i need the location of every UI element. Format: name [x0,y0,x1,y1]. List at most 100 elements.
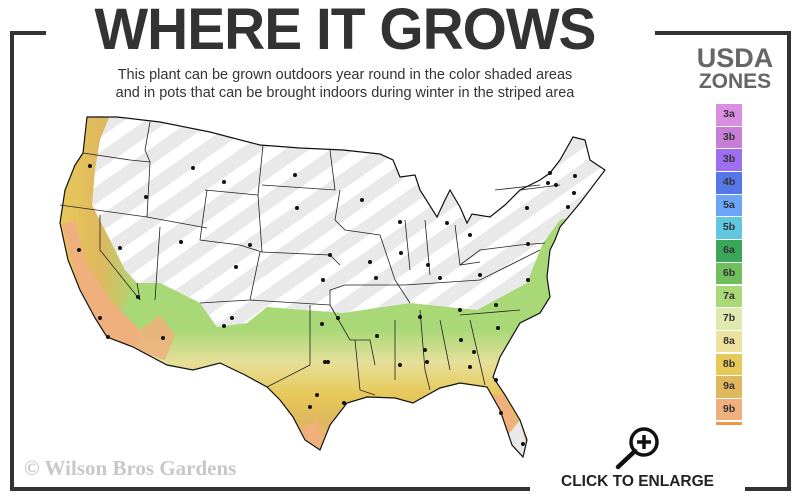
frame-right [787,31,791,491]
city-marker [222,180,226,184]
state-border [419,309,431,391]
frame-bottom [10,487,791,491]
florida-warm-zone [493,395,518,435]
city-marker [526,242,530,246]
city-marker [144,195,148,199]
city-marker [98,316,102,320]
map-fill [60,117,605,457]
city-marker [118,246,122,250]
state-border [459,309,521,316]
city-marker [426,263,430,267]
legend-title-line-2: ZONES [698,70,772,93]
city-marker [554,183,558,187]
city-marker [295,206,299,210]
city-marker [458,308,462,312]
enlarge-label: CLICK TO ENLARGE [561,473,714,490]
click-to-enlarge-button[interactable]: CLICK TO ENLARGE [530,425,745,495]
city-marker [308,405,312,409]
copyright-watermark: © Wilson Bros Gardens [24,456,237,480]
city-marker [234,265,238,269]
legend-zone-6a: 6a [716,240,742,263]
city-marker [398,363,402,367]
city-marker [425,360,429,364]
city-marker [521,442,525,446]
city-marker [459,338,463,342]
subtitle: This plant can be grown outdoors year ro… [50,66,640,102]
city-marker [496,326,500,330]
city-marker [423,348,427,352]
city-marker [468,233,472,237]
city-marker [572,191,576,195]
legend-zone-8a: 8a [716,330,742,354]
city-marker [77,248,81,252]
state-border [329,304,376,366]
state-border [345,249,541,286]
legend-zone-3b: 3b [716,149,742,172]
city-marker [438,276,442,280]
legend-zone-5a: 5a [716,194,742,218]
legend-zone-4b: 4b [716,172,742,195]
city-marker [525,206,529,210]
city-marker [328,253,332,257]
zoom-in-magnifier-icon [615,427,659,470]
us-outline [59,116,606,459]
city-marker [499,411,503,415]
city-marker [494,303,498,307]
legend-zone-5b: 5b [716,217,742,240]
city-marker [326,360,330,364]
city-marker [374,276,378,280]
city-marker [494,378,498,382]
legend-zone-9b: 9b [716,398,742,422]
city-marker [342,401,346,405]
city-marker [368,260,372,264]
state-border [199,189,263,253]
texas-warm-zone [300,420,322,452]
state-border [459,242,546,266]
city-marker [472,350,476,354]
state-border [257,194,341,266]
legend-title: USDA ZONES [680,45,790,94]
city-marker [468,365,472,369]
legend-zone-3b: 3b [716,126,742,150]
state-border [249,284,346,306]
city-marker [478,273,482,277]
city-marker [230,316,234,320]
city-marker [136,295,140,299]
state-border [379,234,411,304]
state-border [59,204,208,229]
city-markers [77,164,577,446]
state-border [154,226,161,301]
city-marker [320,322,324,326]
legend-zone-8b: 8b [716,353,742,377]
state-border [354,339,376,396]
city-marker [418,315,422,319]
city-marker [336,316,340,320]
city-marker [323,360,327,364]
city-marker [191,166,195,170]
state-border [144,121,151,218]
state-border [334,189,381,236]
frame-top-left [10,31,46,35]
city-marker [248,243,252,247]
city-marker [399,251,403,255]
arizona-warm-zone [135,315,175,360]
city-marker [375,334,379,338]
state-border [494,184,541,191]
state-border [99,215,141,301]
city-marker [293,173,297,177]
legend-zone-9a: 9a [716,376,742,399]
zone-legend: 3a3b3b4b5a5b6a6b7a7b8a8b9a9b10a10b [716,104,742,467]
state-border [261,149,336,191]
city-marker [106,335,110,339]
city-marker [573,174,577,178]
page-title: WHERE IT GROWS [94,0,597,62]
state-border [469,319,486,386]
state-border [82,152,151,163]
city-marker [161,336,165,340]
city-marker [398,220,402,224]
frame-top-right [655,31,791,35]
subtitle-line-1: This plant can be grown outdoors year ro… [117,67,573,83]
city-marker [445,221,449,225]
city-marker [88,164,92,168]
